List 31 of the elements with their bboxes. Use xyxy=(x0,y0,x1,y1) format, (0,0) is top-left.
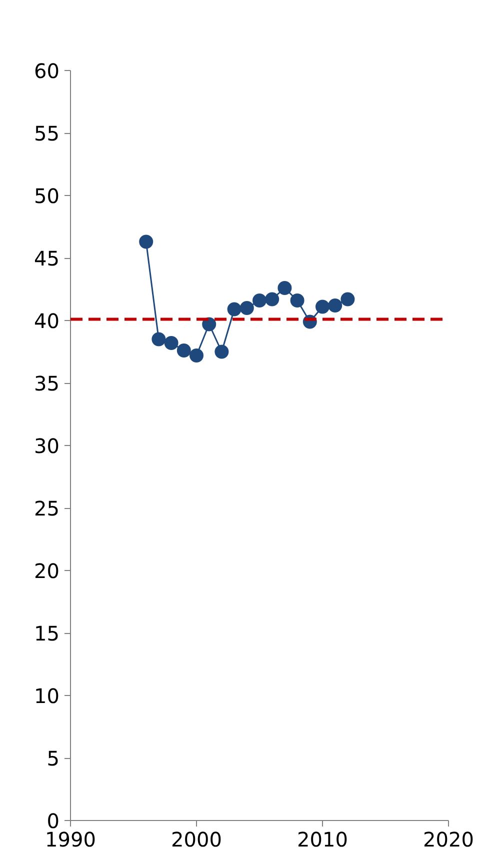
x-tick-label: 2000 xyxy=(171,828,222,852)
point xyxy=(290,294,304,308)
y-tick-label: 10 xyxy=(34,684,60,708)
point xyxy=(278,281,292,295)
y-tick-label: 45 xyxy=(34,246,60,270)
y-tick-label: 5 xyxy=(46,746,60,770)
point xyxy=(316,300,330,314)
y-tick-label: 20 xyxy=(34,559,60,583)
y-tick-label: 30 xyxy=(34,434,60,458)
y-tick-label: 40 xyxy=(34,309,60,333)
point xyxy=(190,348,204,362)
point xyxy=(240,301,254,315)
point xyxy=(176,344,191,358)
point xyxy=(164,336,178,350)
point xyxy=(202,317,216,332)
y-tick-label: 35 xyxy=(34,372,60,396)
y-tick-label: 50 xyxy=(34,184,60,208)
y-tick-label: 25 xyxy=(34,496,60,520)
point xyxy=(139,234,154,249)
point xyxy=(265,292,280,306)
point xyxy=(227,302,242,316)
point xyxy=(340,292,355,306)
point xyxy=(214,344,229,359)
point xyxy=(252,294,266,308)
y-tick-label: 15 xyxy=(34,622,60,646)
point xyxy=(328,298,342,312)
x-tick-label: 2010 xyxy=(297,828,348,852)
y-tick-label: 60 xyxy=(34,59,60,83)
y-tick-label: 55 xyxy=(34,122,60,146)
x-tick-label: 2020 xyxy=(423,828,474,852)
point xyxy=(152,332,166,346)
